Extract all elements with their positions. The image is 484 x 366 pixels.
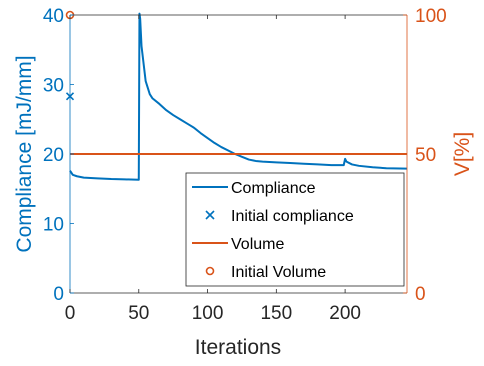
x-axis-label: Iterations: [195, 336, 281, 359]
y-left-tick-label: 20: [43, 145, 64, 166]
legend-label-compliance: Compliance: [231, 180, 316, 197]
y-right-tick-label: 50: [415, 145, 436, 166]
y-right-tick-label: 0: [415, 284, 426, 305]
x-tick-label: 150: [260, 303, 292, 324]
x-tick-label: 0: [65, 303, 76, 324]
y-left-tick-label: 10: [43, 215, 64, 236]
legend-label-initial-compliance: Initial compliance: [231, 208, 354, 225]
ticks-layer: 0 50 100 150 200 0 10 20 30 40 0 50 100: [43, 6, 447, 324]
legend-box: [185, 172, 405, 287]
x-tick-label: 100: [192, 303, 224, 324]
series-line-compliance: [69, 12, 408, 181]
legend-item-initial-compliance: Initial compliance: [205, 208, 354, 225]
y-right-tick-label: 100: [415, 6, 447, 27]
legend-item-volume: Volume: [192, 236, 284, 253]
legend: Compliance Initial compliance Volume Ini…: [185, 172, 405, 287]
legend-item-initial-volume: Initial Volume: [205, 264, 326, 281]
legend-label-initial-volume: Initial Volume: [231, 264, 326, 281]
x-tick-label: 200: [329, 303, 361, 324]
y-axis-left-label: Compliance [mJ/mm]: [13, 55, 36, 252]
legend-x-marker-stroke-b: [205, 210, 215, 220]
x-tick-label: 50: [128, 303, 149, 324]
y-left-tick-label: 0: [53, 284, 64, 305]
y-left-tick-label: 30: [43, 76, 64, 97]
legend-swatch-initial-compliance: [205, 210, 215, 220]
y-axis-right-label: V[%]: [451, 132, 474, 176]
y-left-tick-label: 40: [43, 6, 64, 27]
legend-swatch-initial-volume: [205, 266, 215, 276]
legend-item-compliance: Compliance: [192, 180, 316, 197]
legend-label-volume: Volume: [231, 236, 284, 253]
